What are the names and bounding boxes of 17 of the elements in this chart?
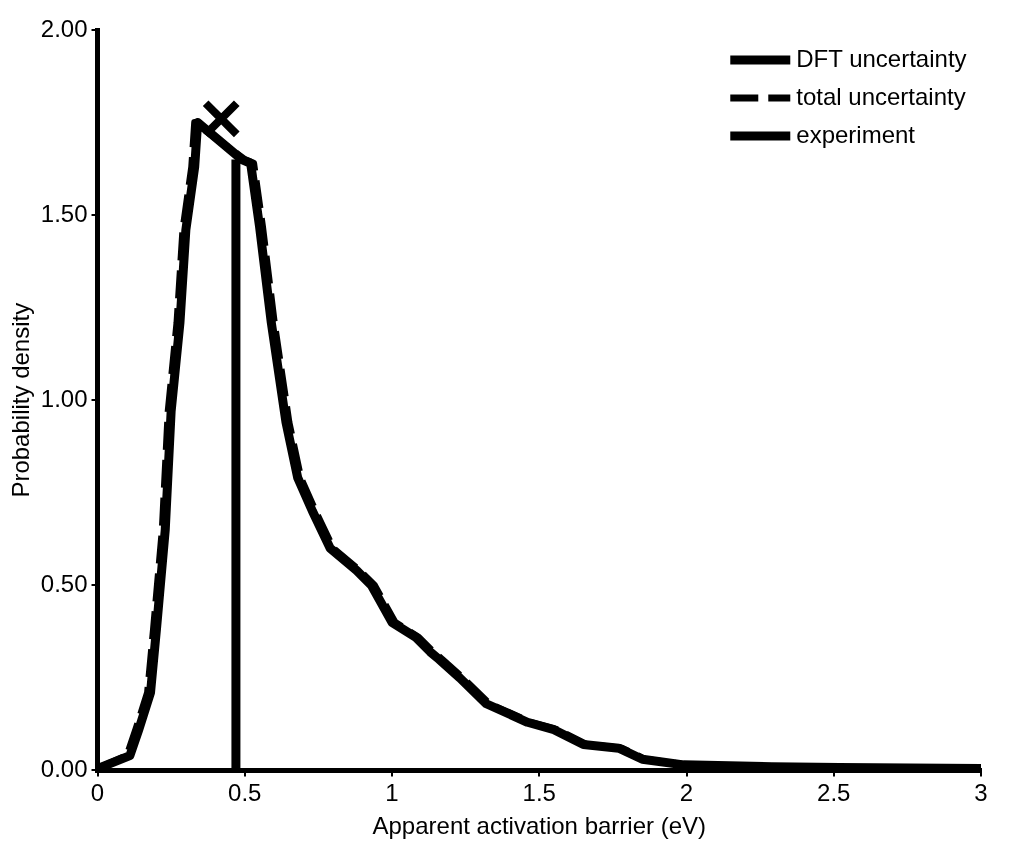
x-tick-label: 0	[90, 779, 105, 807]
x-tick-label: 0.5	[228, 779, 262, 807]
x-tick-label: 2.5	[817, 779, 851, 807]
y-tick-label: 0.50	[40, 569, 88, 597]
legend-label: DFT uncertainty	[796, 44, 967, 72]
y-tick-label: 2.00	[40, 14, 88, 42]
x-tick-label: 2	[679, 779, 694, 807]
y-tick-label: 0.00	[40, 755, 88, 783]
x-tick-label: 1	[385, 779, 399, 807]
x-tick-label: 1.5	[522, 779, 556, 807]
y-tick-label: 1.50	[40, 199, 88, 227]
legend-label: total uncertainty	[796, 82, 966, 110]
x-axis-title: Apparent activation barrier (eV)	[372, 812, 707, 840]
legend-label: experiment	[796, 120, 916, 148]
x-tick-label: 3	[974, 779, 988, 807]
y-tick-label: 1.00	[40, 384, 88, 412]
y-axis-title: Probability density	[7, 302, 35, 498]
